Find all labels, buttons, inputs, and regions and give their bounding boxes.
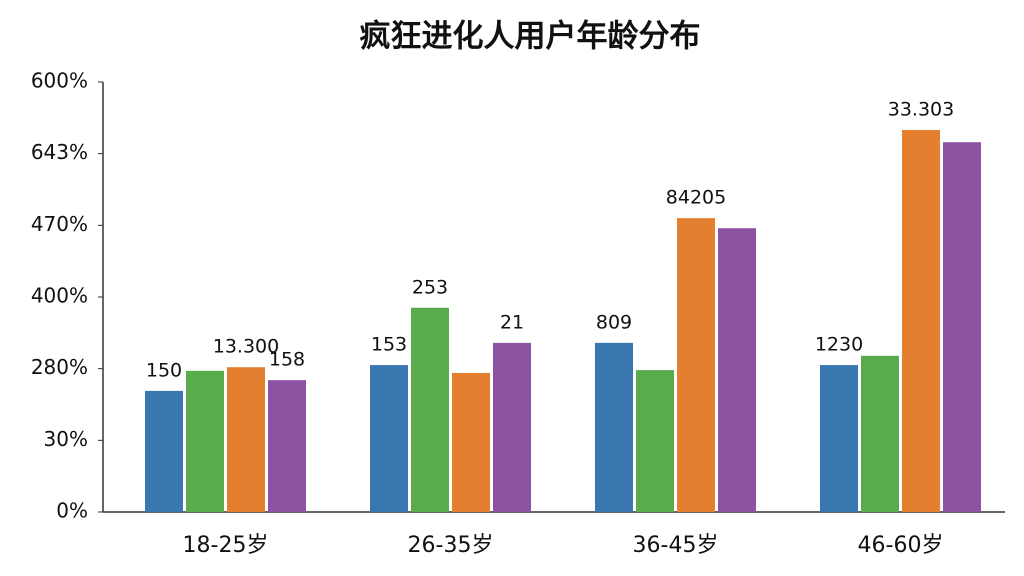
data-label: 84205	[666, 187, 726, 209]
y-tick-label: 0%	[56, 499, 88, 523]
bar	[227, 367, 265, 512]
bar	[411, 307, 449, 512]
data-label: 1230	[815, 334, 863, 356]
x-tick-label: 18-25岁	[183, 533, 269, 558]
data-label: 809	[596, 311, 632, 333]
data-label: 150	[146, 359, 182, 381]
bar	[677, 218, 715, 512]
bar	[595, 342, 633, 512]
bar	[943, 142, 981, 512]
bar	[268, 380, 306, 512]
bar	[902, 130, 940, 512]
bar	[636, 370, 674, 512]
y-tick-label: 280%	[31, 355, 88, 379]
bar	[820, 365, 858, 512]
y-tick-label: 470%	[31, 212, 88, 236]
bar	[186, 370, 224, 512]
data-label: 158	[269, 349, 305, 371]
data-label: 253	[412, 276, 448, 298]
bar	[452, 372, 490, 512]
data-label: 21	[500, 311, 524, 333]
data-label: 153	[371, 334, 407, 356]
x-tick-label: 46-60岁	[858, 533, 944, 558]
y-tick-label: 600%	[31, 69, 88, 93]
bar	[370, 365, 408, 512]
chart-title: 疯狂进化人用户年龄分布	[360, 19, 701, 55]
x-tick-label: 36-45岁	[633, 533, 719, 558]
y-tick-label: 30%	[44, 427, 88, 451]
data-label: 33.303	[888, 99, 954, 121]
y-tick-label: 400%	[31, 284, 88, 308]
bar	[861, 355, 899, 512]
y-tick-label: 643%	[31, 140, 88, 164]
bar	[718, 228, 756, 512]
x-tick-label: 26-35岁	[408, 533, 494, 558]
bar	[493, 342, 531, 512]
data-label: 13.300	[213, 336, 279, 358]
bar	[145, 390, 183, 512]
